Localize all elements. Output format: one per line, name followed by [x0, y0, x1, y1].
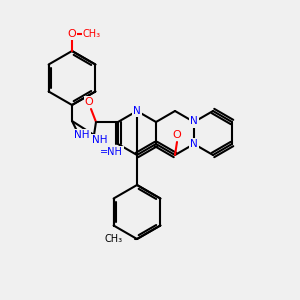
- Text: N: N: [190, 139, 198, 149]
- Text: CH₃: CH₃: [105, 234, 123, 244]
- Text: O: O: [85, 97, 93, 107]
- Text: N: N: [190, 139, 198, 149]
- Text: N: N: [190, 117, 198, 127]
- Text: N: N: [190, 116, 198, 126]
- Text: NH: NH: [74, 130, 90, 140]
- Text: O: O: [68, 29, 76, 39]
- Text: N: N: [133, 106, 141, 116]
- Text: =NH: =NH: [100, 147, 123, 157]
- Text: N: N: [190, 139, 198, 149]
- Text: NH: NH: [92, 135, 108, 145]
- Text: CH₃: CH₃: [83, 29, 101, 39]
- Text: O: O: [172, 130, 182, 140]
